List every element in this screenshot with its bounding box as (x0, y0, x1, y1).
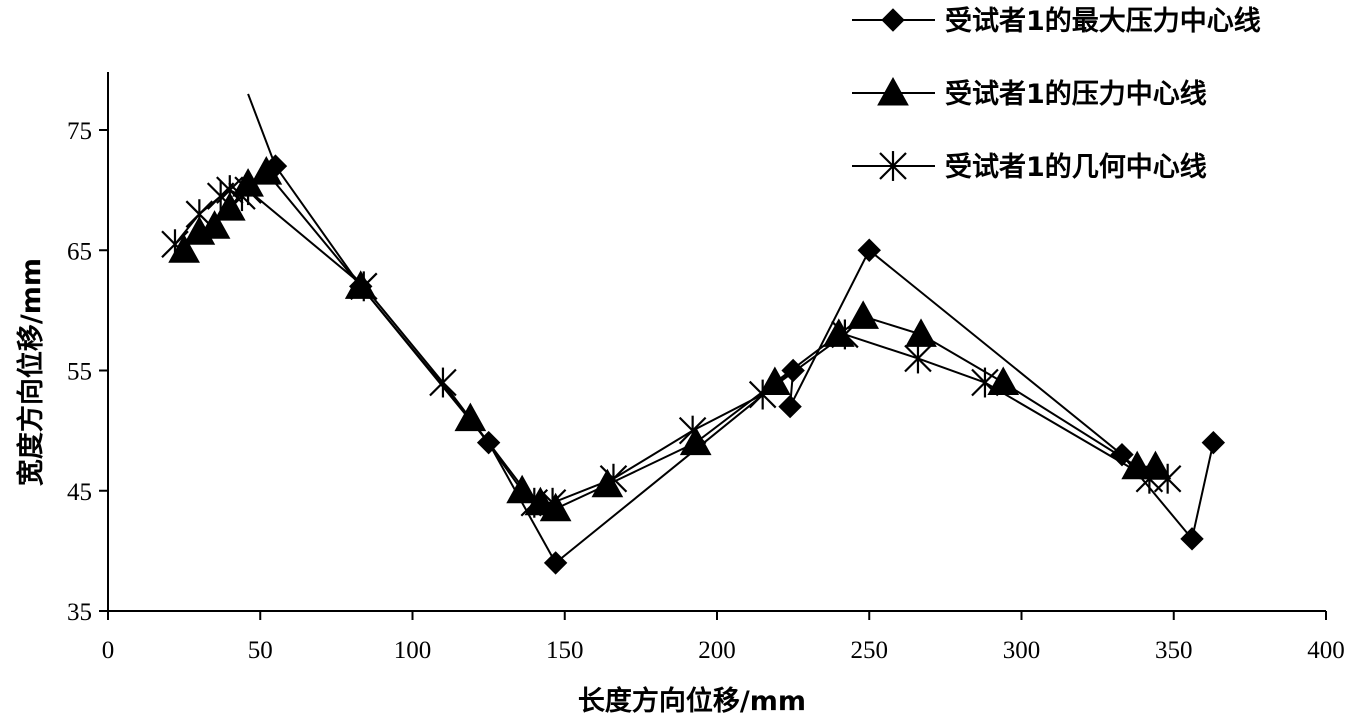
data-point (429, 367, 457, 398)
y-ticks: 35 45 55 65 75 (67, 118, 108, 626)
series-line (174, 188, 1168, 504)
x-tick-label: 400 (1307, 637, 1345, 664)
data-point (350, 271, 378, 302)
y-tick-label: 35 (67, 599, 92, 626)
data-point (905, 318, 937, 347)
data-point (168, 234, 200, 263)
legend-item-1: 受试者1的最大压力中心线 (852, 5, 1261, 37)
legend-label: 受试者1的几何中心线 (945, 151, 1207, 183)
data-point (185, 199, 214, 230)
legend-label: 受试者1的压力中心线 (945, 78, 1207, 110)
axes: 0 50 100 150 200 250 300 350 400 35 45 55 65 75 (67, 72, 1345, 664)
legend-marker (877, 76, 909, 106)
data-point (538, 487, 567, 518)
legend-item-2: 受试者1的压力中心线 (852, 76, 1207, 110)
data-point (678, 415, 707, 446)
data-point (831, 319, 859, 350)
data-point (778, 394, 802, 419)
data-point (234, 175, 262, 206)
x-tick-label: 200 (698, 637, 736, 664)
y-tick-label: 65 (67, 238, 92, 265)
data-point (1153, 463, 1182, 494)
x-tick-label: 0 (102, 637, 115, 664)
series-line (183, 170, 1156, 510)
x-tick-label: 300 (1003, 637, 1041, 664)
y-tick-label: 55 (67, 359, 92, 386)
data-point (599, 463, 628, 494)
data-point (543, 551, 568, 575)
series-2 (168, 156, 1172, 522)
series-3 (161, 175, 1182, 518)
data-point (971, 367, 999, 398)
x-tick-label: 50 (248, 637, 273, 664)
data-point (748, 379, 777, 410)
y-tick-label: 45 (67, 479, 92, 506)
y-axis-title: 宽度方向位移/mm (15, 258, 47, 486)
data-point (847, 300, 880, 329)
legend-marker (881, 8, 905, 32)
data-point (161, 229, 189, 260)
x-ticks: 0 50 100 150 200 250 300 350 400 (102, 611, 1345, 664)
data-point (1201, 430, 1226, 455)
legend-item-3: 受试者1的几何中心线 (852, 151, 1207, 183)
legend-marker (879, 151, 907, 181)
x-tick-label: 100 (394, 637, 432, 664)
y-tick-label: 75 (67, 118, 92, 145)
series-group (161, 93, 1226, 575)
x-tick-label: 350 (1155, 637, 1193, 664)
data-point (857, 238, 881, 262)
data-point (250, 156, 283, 185)
x-axis-title: 长度方向位移/mm (578, 685, 806, 716)
legend-label: 受试者1的最大压力中心线 (945, 5, 1261, 37)
x-tick-label: 150 (546, 637, 584, 664)
x-tick-label: 250 (851, 637, 889, 664)
data-point (1180, 527, 1204, 551)
data-point (904, 343, 932, 374)
data-point (198, 210, 231, 239)
